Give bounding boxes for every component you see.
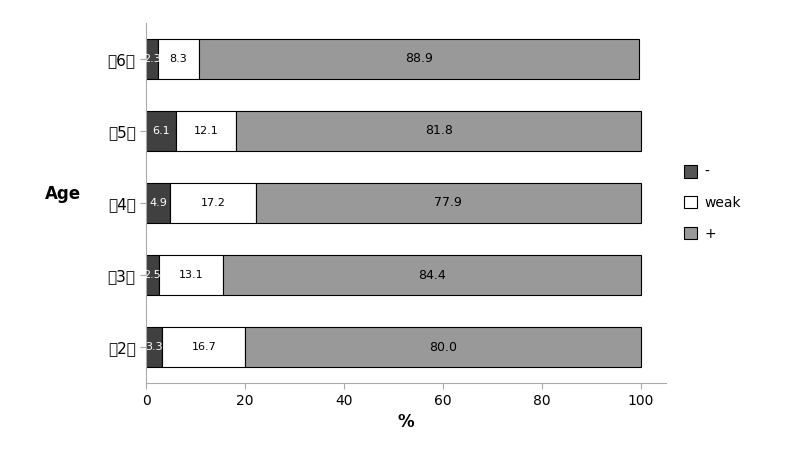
Text: 17.2: 17.2	[200, 198, 225, 208]
Y-axis label: Age: Age	[45, 185, 81, 203]
Bar	[236, 111, 641, 151]
Text: 8.3: 8.3	[169, 54, 187, 64]
Bar	[146, 255, 158, 295]
Text: 6.1: 6.1	[152, 126, 169, 136]
Bar	[146, 327, 162, 367]
Bar	[146, 39, 157, 78]
Text: 88.9: 88.9	[404, 52, 432, 65]
Text: 4.9: 4.9	[149, 198, 167, 208]
Bar	[245, 327, 641, 367]
Bar	[146, 111, 176, 151]
Text: 80.0: 80.0	[428, 341, 457, 354]
Text: 84.4: 84.4	[418, 268, 445, 281]
Bar	[162, 327, 245, 367]
Bar	[255, 183, 641, 223]
Bar	[157, 39, 199, 78]
Legend: -, weak, +: -, weak, +	[677, 160, 745, 246]
Text: 81.8: 81.8	[424, 124, 452, 138]
Bar	[176, 111, 236, 151]
Bar	[170, 183, 255, 223]
Bar	[223, 255, 641, 295]
Text: 77.9: 77.9	[434, 197, 461, 209]
Bar	[146, 183, 170, 223]
Bar	[199, 39, 637, 78]
Text: 3.3: 3.3	[145, 342, 163, 352]
Text: 12.1: 12.1	[194, 126, 218, 136]
Bar	[158, 255, 223, 295]
X-axis label: %: %	[397, 413, 414, 431]
Text: 2.5: 2.5	[144, 270, 161, 280]
Text: 13.1: 13.1	[178, 270, 203, 280]
Text: 2.3: 2.3	[143, 54, 161, 64]
Text: 16.7: 16.7	[191, 342, 216, 352]
